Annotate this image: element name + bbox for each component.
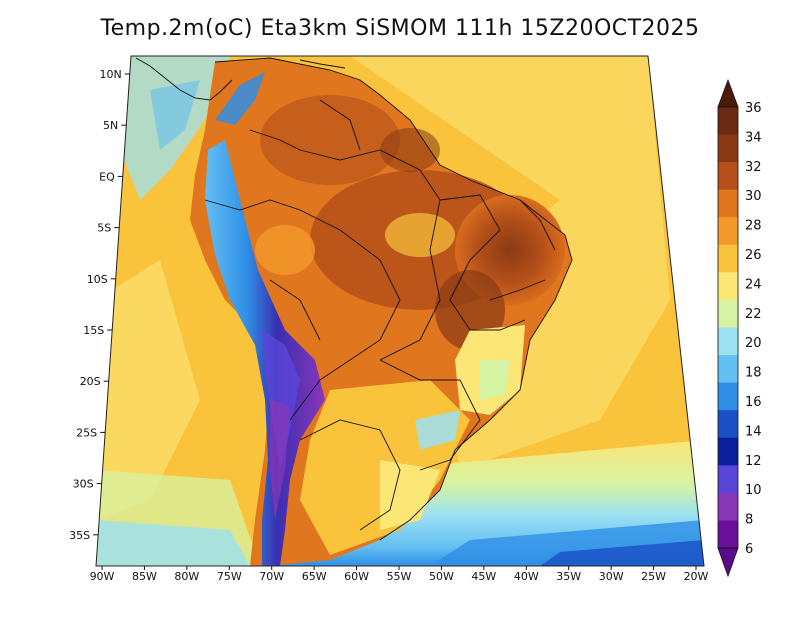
- colorbar-swatch: [718, 520, 738, 549]
- lon-tick-label: 65W: [302, 570, 327, 583]
- colorbar-swatch: [718, 244, 738, 273]
- longitude-axis: 90W 85W 80W 75W 70W 65W 60W 55W 50W 45W 40W 35W 30W 2…: [90, 570, 709, 583]
- colorbar-label: 8: [745, 513, 753, 528]
- temperature-field: [96, 56, 704, 566]
- lon-tick-label: 25W: [641, 570, 666, 583]
- map-frame: [95, 55, 705, 567]
- lon-tick-label: 40W: [514, 570, 539, 583]
- lon-tick-label: 80W: [174, 570, 199, 583]
- political-borders: [204, 57, 573, 541]
- lon-tick-label: 30W: [599, 570, 624, 583]
- colorbar-swatch: [718, 465, 738, 494]
- colorbar-frame: [717, 106, 739, 549]
- colorbar-label: 14: [745, 424, 762, 439]
- colorbar-swatch: [718, 189, 738, 218]
- lon-tick-label: 70W: [259, 570, 284, 583]
- lat-tick-label: 10N: [100, 68, 122, 81]
- colorbar-label: 36: [745, 101, 762, 116]
- central-america-coast: [135, 57, 346, 101]
- colorbar-label: 10: [745, 483, 762, 498]
- colorbar-label: 24: [745, 277, 762, 292]
- colorbar-label: 16: [745, 395, 762, 410]
- lon-tick-label: 85W: [132, 570, 157, 583]
- lon-tick-label: 90W: [90, 570, 115, 583]
- lat-tick-label: 10S: [87, 273, 108, 286]
- lon-tick-label: 45W: [471, 570, 496, 583]
- colorbar-swatch: [718, 355, 738, 384]
- colorbar-swatch: [718, 272, 738, 301]
- colorbar-label: 12: [745, 454, 762, 469]
- colorbar-swatch: [718, 382, 738, 411]
- chart-title: Temp.2m(oC) Eta3km SiSMOM 111h 15Z20OCT2…: [100, 16, 700, 41]
- lon-tick-label: 35W: [556, 570, 581, 583]
- colorbar-label: 6: [745, 542, 753, 557]
- colorbar-swatch: [718, 327, 738, 356]
- lon-tick-label: 60W: [344, 570, 369, 583]
- colorbar-label: 30: [745, 189, 762, 204]
- lon-tick-label: 20W: [684, 570, 709, 583]
- colorbar-top-arrow: [717, 78, 739, 108]
- colorbar-swatch: [718, 162, 738, 191]
- lat-tick-label: 5N: [103, 119, 118, 132]
- colorbar-label: 34: [745, 130, 762, 145]
- lon-tick-label: 55W: [387, 570, 412, 583]
- colorbar-swatch: [718, 299, 738, 328]
- lat-tick-label: 5S: [97, 222, 111, 235]
- colorbar-label: 28: [745, 219, 762, 234]
- colorbar-swatch: [718, 410, 738, 439]
- axis-ticks: [93, 73, 697, 570]
- colorbar-swatch: [718, 107, 738, 136]
- colorbar-label: 26: [745, 248, 762, 263]
- lon-tick-label: 75W: [217, 570, 242, 583]
- colorbar-swatch: [718, 437, 738, 466]
- colorbar-label: 20: [745, 336, 762, 351]
- lat-tick-label: 30S: [73, 478, 94, 491]
- lon-tick-label: 50W: [429, 570, 454, 583]
- colorbar-swatch: [718, 217, 738, 246]
- latitude-axis: 10N 5N EQ 5S 10S 15S 20S 25S 30S 35S: [69, 68, 122, 542]
- colorbar: 36 34 32 30 28 26 24 22 20 18 16 14 12 10 8 6: [717, 78, 762, 578]
- colorbar-label: 32: [745, 160, 762, 175]
- colorbar-swatch: [718, 134, 738, 163]
- colorbar-label: 22: [745, 307, 762, 322]
- lat-tick-label: EQ: [99, 170, 115, 183]
- lat-tick-label: 20S: [80, 375, 101, 388]
- lat-tick-label: 25S: [76, 426, 97, 439]
- lat-tick-label: 35S: [69, 529, 90, 542]
- colorbar-label: 18: [745, 366, 762, 381]
- colorbar-bottom-arrow: [717, 547, 739, 578]
- lat-tick-label: 15S: [83, 324, 104, 337]
- colorbar-swatch: [718, 492, 738, 521]
